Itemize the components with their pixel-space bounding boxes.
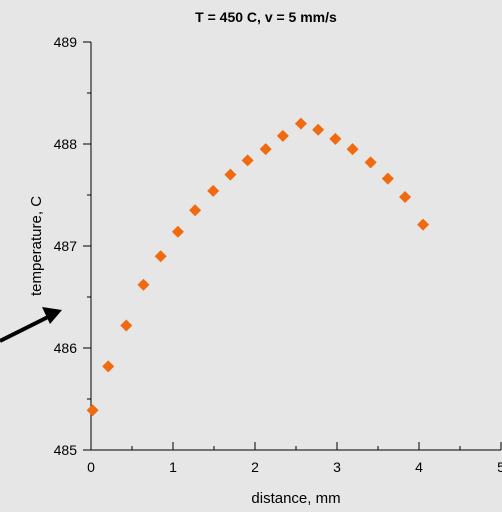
data-point [241,154,254,167]
arrow-annotation [0,307,62,343]
data-point [120,319,133,332]
arrow-shaft [0,315,49,343]
tick-label-group: 0 1 2 3 4 5 485 486 487 488 489 [54,34,502,475]
data-point [294,117,307,130]
x-tick-label: 5 [497,459,502,475]
data-point [259,143,272,156]
tick-group [83,41,502,451]
data-point [346,143,359,156]
data-point [364,156,377,169]
data-point [312,123,325,136]
data-point [207,184,220,197]
chart-title: T = 450 C, v = 5 mm/s [195,9,337,25]
x-tick-label: 0 [87,459,95,475]
y-tick-label: 486 [54,340,78,356]
data-point [86,404,99,417]
data-point [329,132,342,145]
x-tick-label: 4 [415,459,423,475]
data-point [137,278,150,291]
data-point [399,191,412,204]
data-point [154,250,167,263]
data-point [189,204,202,217]
x-tick-label: 2 [251,459,259,475]
arrow-head [42,307,62,324]
data-point [276,129,289,142]
x-axis-label: distance, mm [251,490,340,507]
data-series [86,117,430,417]
y-axis-label: temperature, C [28,196,45,296]
data-point [381,172,394,185]
y-tick-label: 487 [54,238,78,254]
y-tick-label: 485 [54,442,78,458]
y-tick-label: 488 [54,136,78,152]
data-point [171,225,184,238]
data-point [102,360,115,373]
data-point [417,218,430,231]
y-tick-label: 489 [54,34,78,50]
x-tick-label: 3 [333,459,341,475]
data-point [224,168,237,181]
x-tick-label: 1 [169,459,177,475]
